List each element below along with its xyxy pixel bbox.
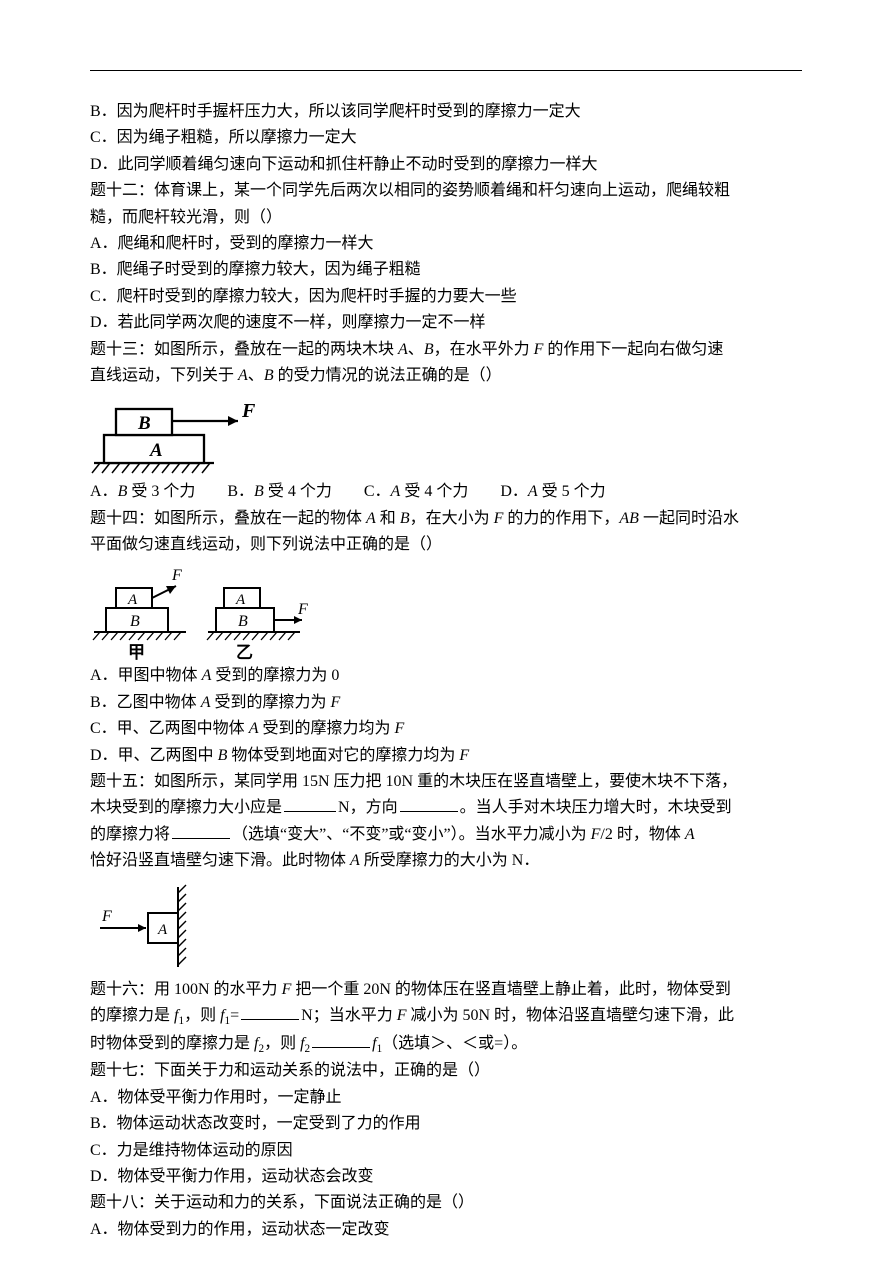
q12-stem-1: 题十二：体育课上，某一个同学先后两次以相同的姿势顺着绳和杆匀速向上运动，爬绳较粗 [90,178,802,204]
q17-a: A．物体受平衡力作用时，一定静止 [90,1085,802,1111]
q18-1: 题十八：关于运动和力的关系，下面说法正确的是（） [90,1190,802,1216]
top-rule [90,70,802,71]
q12-d: D．若此同学两次爬的速度不一样，则摩擦力一定不一样 [90,310,802,336]
q16-2: 的摩擦力是 f1，则 f1=N；当水平力 F 减小为 50N 时，物体沿竖直墙壁… [90,1003,802,1031]
blank-input[interactable] [172,822,230,839]
svg-text:A: A [235,592,246,608]
q13-stem-2: 直线运动，下列关于 A、B 的受力情况的说法正确的是（） [90,363,802,389]
blank-input[interactable] [312,1031,370,1048]
q12-c: C．爬杆时受到的摩擦力较大，因为爬杆时手握的力要大一些 [90,284,802,310]
svg-text:B: B [130,613,140,630]
q17-b: B．物体运动状态改变时，一定受到了力的作用 [90,1111,802,1137]
svg-text:A: A [149,440,163,461]
svg-text:A: A [157,922,168,938]
svg-text:B: B [137,413,151,434]
svg-text:F: F [101,908,112,925]
svg-text:F: F [297,601,308,618]
page-content: B．因为爬杆时手握杆压力大，所以该同学爬杆时受到的摩擦力一定大 C．因为绳子粗糙… [0,0,892,1283]
q13-stem-1: 题十三：如图所示，叠放在一起的两块木块 A、B，在水平外力 F 的作用下一起向右… [90,337,802,363]
svg-text:A: A [127,592,138,608]
q15-4: 恰好沿竖直墙壁匀速下滑。此时物体 A 所受摩擦力的大小为 N． [90,848,802,874]
svg-text:F: F [241,400,256,422]
blank-input[interactable] [241,1003,299,1020]
q16-1: 题十六：用 100N 的水平力 F 把一个重 20N 的物体压在竖直墙壁上静止着… [90,977,802,1003]
q15-2: 木块受到的摩擦力大小应是N，方向。当人手对木块压力增大时，木块受到 [90,795,802,821]
q14-figure: B A F 甲 B A F 乙 [90,566,310,661]
q15-1: 题十五：如图所示，某同学用 15N 压力把 10N 重的木块压在竖直墙壁上，要使… [90,769,802,795]
q17-1: 题十七：下面关于力和运动关系的说法中，正确的是（） [90,1058,802,1084]
q12-a: A．爬绳和爬杆时，受到的摩擦力一样大 [90,231,802,257]
svg-text:F: F [171,567,182,584]
q13-figure: A B F [90,397,265,475]
q16-3: 时物体受到的摩擦力是 f2，则 f2f1（选填＞、＜或=）。 [90,1031,802,1059]
q18-a: A．物体受到力的作用，运动状态一定改变 [90,1217,802,1243]
svg-text:乙: 乙 [236,643,253,661]
blank-input[interactable] [400,795,458,812]
opt-d: D．此同学顺着绳匀速向下运动和抓住杆静止不动时受到的摩擦力一样大 [90,152,802,178]
q17-d: D．物体受平衡力作用，运动状态会改变 [90,1164,802,1190]
q12-stem-2: 糙，而爬杆较光滑，则（） [90,205,802,231]
q14-stem-1: 题十四：如图所示，叠放在一起的物体 A 和 B，在大小为 F 的力的作用下，AB… [90,506,802,532]
q15-3: 的摩擦力将（选填“变大”、“不变”或“变小”）。当水平力减小为 F/2 时，物体… [90,822,802,848]
q14-stem-2: 平面做匀速直线运动，则下列说法中正确的是（） [90,532,802,558]
q14-d: D．甲、乙两图中 B 物体受到地面对它的摩擦力均为 F [90,743,802,769]
svg-text:甲: 甲 [128,643,145,661]
blank-input[interactable] [284,795,336,812]
opt-b: B．因为爬杆时手握杆压力大，所以该同学爬杆时受到的摩擦力一定大 [90,99,802,125]
q14-c: C．甲、乙两图中物体 A 受到的摩擦力均为 F [90,716,802,742]
q12-b: B．爬绳子时受到的摩擦力较大，因为绳子粗糙 [90,257,802,283]
q14-b: B．乙图中物体 A 受到的摩擦力为 F [90,690,802,716]
q13-options: A．B 受 3 个力 B．B 受 4 个力 C．A 受 4 个力 D．A 受 5… [90,479,802,505]
q15-figure: A F [90,883,208,971]
svg-text:B: B [238,613,248,630]
q14-a: A．甲图中物体 A 受到的摩擦力为 0 [90,663,802,689]
q17-c: C．力是维持物体运动的原因 [90,1138,802,1164]
opt-c: C．因为绳子粗糙，所以摩擦力一定大 [90,125,802,151]
